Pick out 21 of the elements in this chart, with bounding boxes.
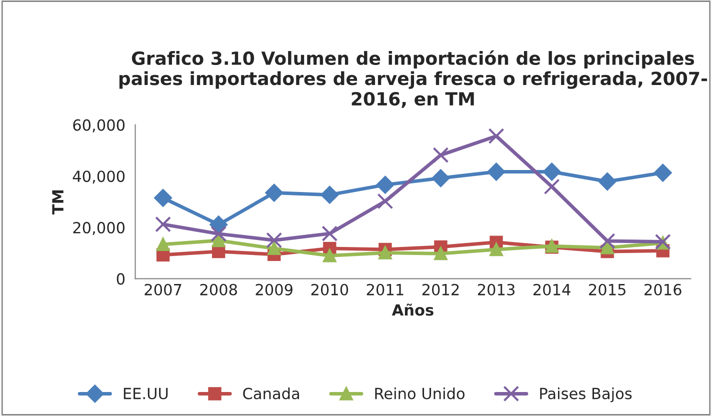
x-tick-label: 2011 <box>366 284 404 296</box>
y-tick-label: 20,000 <box>73 222 125 235</box>
y-tick-label: 40,000 <box>72 170 125 184</box>
y-axis-title: TM <box>52 190 64 214</box>
x-tick-label: 2009 <box>256 284 292 296</box>
legend-label: EE.UU <box>124 388 168 400</box>
legend-label: Canada <box>243 387 300 400</box>
y-tick-label: 60,000 <box>73 119 125 132</box>
x-tick-label: 2008 <box>200 284 237 296</box>
x-tick-label: 2014 <box>533 284 570 296</box>
x-tick-label: 2010 <box>311 284 348 296</box>
x-tick-label: 2012 <box>422 284 459 296</box>
y-tick-label: 0 <box>116 273 125 285</box>
legend-label: Paises Bajos <box>540 387 632 402</box>
chart-title: Grafico 3.10 Volumen de importación de los principales paises importadores de arveja fresca o refrigerada, 2007- 2016, en TM <box>119 50 708 108</box>
x-tick-label: 2007 <box>144 284 182 296</box>
x-axis-title: Años <box>392 304 434 316</box>
x-tick-label: 2013 <box>478 284 514 296</box>
x-tick-label: 2015 <box>589 284 626 296</box>
legend-label: Reino Unido <box>375 387 465 400</box>
x-tick-label: 2016 <box>644 284 682 296</box>
